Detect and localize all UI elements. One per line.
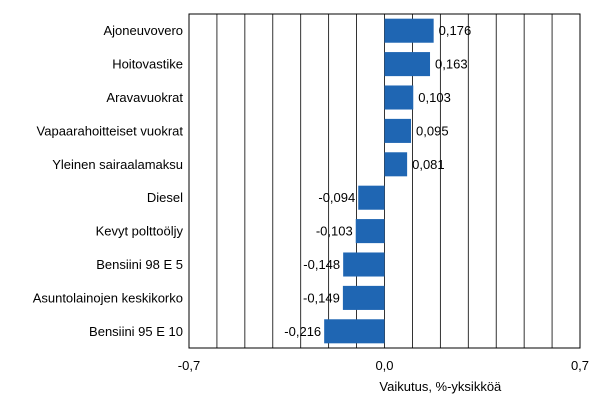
bars bbox=[324, 18, 434, 344]
bar bbox=[324, 319, 385, 344]
category-label: Bensiini 95 E 10 bbox=[89, 324, 183, 339]
data-label: 0,081 bbox=[412, 157, 445, 172]
x-axis-title: Vaikutus, %-yksikköä bbox=[379, 379, 502, 394]
data-label: -0,216 bbox=[284, 324, 321, 339]
data-label: 0,095 bbox=[416, 123, 449, 138]
x-tick-label: -0,7 bbox=[178, 358, 200, 373]
bar bbox=[355, 219, 385, 244]
bar bbox=[384, 52, 431, 77]
data-label: 0,103 bbox=[418, 90, 451, 105]
data-labels: 0,176 0,163 0,103 0,095 0,081 -0,094 -0,103 -0,… bbox=[284, 23, 471, 339]
category-label: Aravavuokrat bbox=[106, 90, 183, 105]
data-label: -0,103 bbox=[316, 224, 353, 239]
category-label: Asuntolainojen keskikorko bbox=[33, 290, 183, 305]
x-tick-label: 0,7 bbox=[571, 358, 589, 373]
data-label: 0,163 bbox=[435, 57, 468, 72]
category-label: Kevyt polttoöljy bbox=[96, 224, 184, 239]
plot-frame bbox=[188, 13, 581, 349]
data-label: -0,148 bbox=[303, 257, 340, 272]
category-labels: Ajoneuvovero Hoitovastike Aravavuokrat Vapa… bbox=[33, 23, 184, 339]
category-label: Vapaarahoitteiset vuokrat bbox=[37, 123, 184, 138]
bar bbox=[384, 118, 412, 143]
bar bbox=[342, 285, 385, 310]
bar bbox=[384, 18, 434, 43]
bar bbox=[384, 85, 414, 110]
x-tick-labels: -0,7 0,0 0,7 bbox=[178, 358, 589, 373]
x-tick-label: 0,0 bbox=[375, 358, 393, 373]
category-label: Ajoneuvovero bbox=[104, 23, 184, 38]
category-label: Yleinen sairaalamaksu bbox=[52, 157, 183, 172]
bar bbox=[384, 152, 408, 177]
data-label: -0,149 bbox=[303, 290, 340, 305]
bar bbox=[343, 252, 385, 277]
category-label: Hoitovastike bbox=[112, 57, 183, 72]
data-label: -0,094 bbox=[318, 190, 355, 205]
category-label: Diesel bbox=[147, 190, 183, 205]
gridlines bbox=[216, 14, 553, 348]
data-label: 0,176 bbox=[439, 23, 472, 38]
bar bbox=[358, 185, 385, 210]
category-label: Bensiini 98 E 5 bbox=[96, 257, 183, 272]
